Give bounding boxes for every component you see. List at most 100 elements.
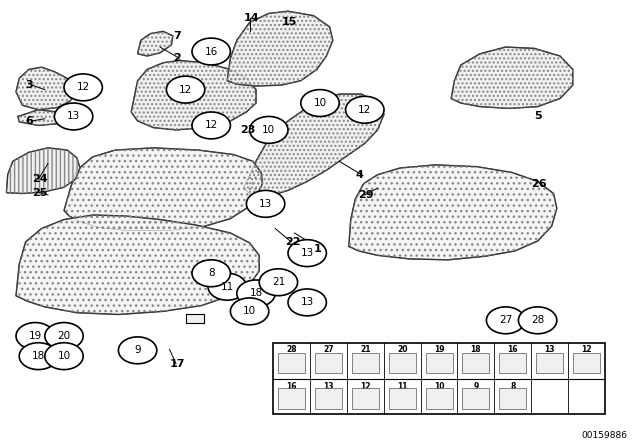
Circle shape	[19, 343, 58, 370]
Text: 14: 14	[243, 13, 259, 23]
Circle shape	[118, 337, 157, 364]
Text: 13: 13	[259, 199, 272, 209]
Text: 00159886: 00159886	[581, 431, 627, 440]
Text: 2: 2	[173, 53, 180, 63]
Circle shape	[230, 298, 269, 325]
Circle shape	[192, 260, 230, 287]
Text: 4: 4	[355, 170, 363, 180]
Text: 16: 16	[205, 47, 218, 56]
Polygon shape	[451, 47, 573, 108]
Text: 27: 27	[323, 345, 334, 354]
Text: 12: 12	[581, 345, 591, 354]
Circle shape	[250, 116, 288, 143]
Text: 28: 28	[286, 345, 297, 354]
Text: 9: 9	[134, 345, 141, 355]
Text: 17: 17	[170, 359, 185, 369]
Polygon shape	[349, 165, 557, 260]
Circle shape	[237, 280, 275, 307]
FancyBboxPatch shape	[278, 353, 305, 373]
Text: 10: 10	[314, 98, 326, 108]
Text: 18: 18	[250, 289, 262, 298]
Text: 15: 15	[282, 17, 297, 27]
Text: 12: 12	[77, 82, 90, 92]
FancyBboxPatch shape	[573, 353, 600, 373]
Polygon shape	[138, 31, 173, 56]
FancyBboxPatch shape	[315, 353, 342, 373]
Circle shape	[288, 289, 326, 316]
Text: 24: 24	[32, 174, 47, 184]
Text: 13: 13	[67, 112, 80, 121]
Text: 25: 25	[32, 188, 47, 198]
Text: 8: 8	[510, 382, 515, 391]
Text: 12: 12	[360, 382, 371, 391]
FancyBboxPatch shape	[315, 388, 342, 409]
Text: 21: 21	[272, 277, 285, 287]
Circle shape	[54, 103, 93, 130]
Text: 16: 16	[508, 345, 518, 354]
Text: 9: 9	[473, 382, 479, 391]
Polygon shape	[131, 60, 256, 130]
FancyBboxPatch shape	[273, 343, 605, 414]
FancyBboxPatch shape	[186, 314, 204, 323]
Circle shape	[192, 112, 230, 139]
Text: 13: 13	[323, 382, 334, 391]
Text: 10: 10	[434, 382, 444, 391]
Text: 6: 6	[26, 116, 33, 126]
Circle shape	[301, 90, 339, 116]
Text: 12: 12	[358, 105, 371, 115]
Text: 3: 3	[26, 80, 33, 90]
Text: 28: 28	[531, 315, 544, 325]
FancyBboxPatch shape	[278, 388, 305, 409]
Text: 11: 11	[397, 382, 408, 391]
FancyBboxPatch shape	[388, 353, 416, 373]
Text: 5: 5	[534, 112, 542, 121]
Circle shape	[16, 323, 54, 349]
Text: 10: 10	[58, 351, 70, 361]
Text: 12: 12	[179, 85, 192, 95]
Polygon shape	[227, 11, 333, 86]
Circle shape	[346, 96, 384, 123]
Circle shape	[208, 273, 246, 300]
Text: 29: 29	[358, 190, 374, 200]
Text: 18: 18	[32, 351, 45, 361]
Text: 20: 20	[397, 345, 408, 354]
Circle shape	[518, 307, 557, 334]
FancyBboxPatch shape	[426, 388, 452, 409]
FancyBboxPatch shape	[536, 353, 563, 373]
FancyBboxPatch shape	[499, 388, 526, 409]
Text: 13: 13	[544, 345, 555, 354]
Text: 13: 13	[301, 297, 314, 307]
Text: 26: 26	[531, 179, 547, 189]
FancyBboxPatch shape	[352, 388, 379, 409]
Circle shape	[192, 38, 230, 65]
Polygon shape	[6, 148, 80, 194]
Circle shape	[64, 74, 102, 101]
Text: 1: 1	[314, 244, 321, 254]
Circle shape	[246, 190, 285, 217]
Circle shape	[45, 323, 83, 349]
Text: 21: 21	[360, 345, 371, 354]
Text: 23: 23	[240, 125, 255, 135]
Polygon shape	[18, 110, 67, 125]
Circle shape	[259, 269, 298, 296]
FancyBboxPatch shape	[352, 353, 379, 373]
Circle shape	[288, 240, 326, 267]
Polygon shape	[64, 148, 262, 231]
FancyBboxPatch shape	[426, 353, 452, 373]
FancyBboxPatch shape	[499, 353, 526, 373]
Text: 12: 12	[205, 121, 218, 130]
Text: 19: 19	[434, 345, 444, 354]
Text: 10: 10	[243, 306, 256, 316]
Text: 10: 10	[262, 125, 275, 135]
FancyBboxPatch shape	[462, 388, 490, 409]
Polygon shape	[243, 94, 384, 196]
FancyBboxPatch shape	[462, 353, 490, 373]
Text: 22: 22	[285, 237, 300, 247]
Text: 8: 8	[208, 268, 214, 278]
Polygon shape	[16, 215, 259, 314]
Text: 7: 7	[173, 31, 180, 41]
Text: 11: 11	[221, 282, 234, 292]
Circle shape	[166, 76, 205, 103]
Circle shape	[486, 307, 525, 334]
Circle shape	[45, 343, 83, 370]
